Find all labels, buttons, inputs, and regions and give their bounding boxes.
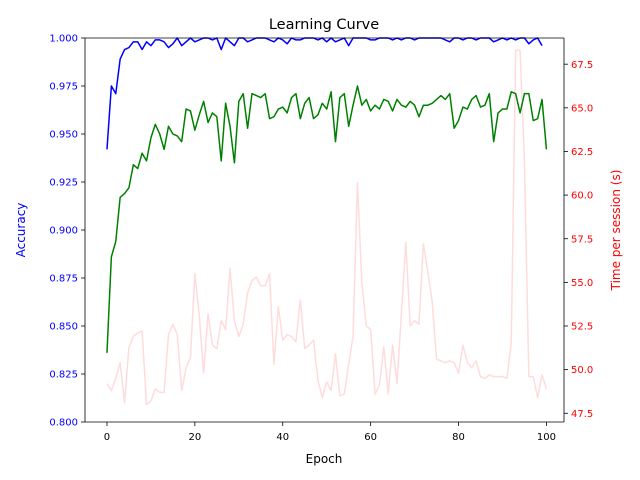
left-y-tick-label: 0.850 xyxy=(49,322,78,333)
x-tick-label: 20 xyxy=(188,432,201,443)
right-y-tick-label: 57.5 xyxy=(571,234,593,245)
x-tick-label: 40 xyxy=(276,432,289,443)
left-y-tick-label: 0.925 xyxy=(49,178,78,189)
left-y-tick-label: 0.875 xyxy=(49,274,78,285)
series-line-left-2 xyxy=(106,85,548,353)
x-tick-label: 80 xyxy=(452,432,465,443)
right-y-tick-label: 60.0 xyxy=(571,191,593,202)
left-y-tick-label: 1.000 xyxy=(49,34,78,45)
right-y-axis-label: Time per session (s) xyxy=(609,170,623,292)
left-y-tick-label: 0.900 xyxy=(49,226,78,237)
right-y-tick-label: 65.0 xyxy=(571,103,593,114)
right-y-tick-label: 47.5 xyxy=(571,409,593,420)
right-y-tick-label: 67.5 xyxy=(571,60,593,71)
left-y-tick-label: 0.975 xyxy=(49,82,78,93)
right-y-tick-label: 52.5 xyxy=(571,322,593,333)
left-y-tick-label: 0.950 xyxy=(49,130,78,141)
right-y-tick-label: 55.0 xyxy=(571,278,593,289)
left-y-tick-label: 0.800 xyxy=(49,418,78,429)
x-tick-label: 100 xyxy=(537,432,556,443)
right-y-tick-label: 62.5 xyxy=(571,147,593,158)
left-y-tick-label: 0.825 xyxy=(49,370,78,381)
x-tick-label: 60 xyxy=(364,432,377,443)
x-axis-label: Epoch xyxy=(306,452,343,466)
x-tick-label: 0 xyxy=(104,432,110,443)
left-y-axis-label: Accuracy xyxy=(14,203,28,258)
chart-title: Learning Curve xyxy=(269,17,379,33)
right-y-tick-label: 50.0 xyxy=(571,365,593,376)
series-line-right-0 xyxy=(106,49,548,406)
